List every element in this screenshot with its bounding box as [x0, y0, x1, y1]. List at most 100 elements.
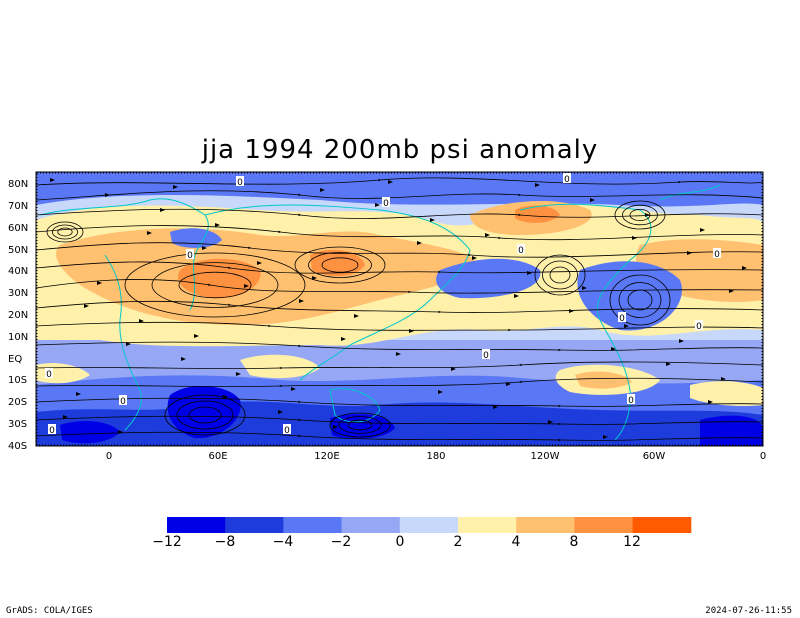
colorbar-swatch — [516, 517, 575, 533]
streamline-arrow — [244, 284, 249, 288]
streamline-arrow — [409, 329, 414, 333]
footer-credit: GrADS: COLA/IGES — [6, 606, 93, 616]
streamline-arrow — [312, 276, 317, 280]
streamline-arrow — [485, 233, 490, 237]
contour-label-bg — [482, 349, 490, 359]
lat-label-30n: 30N — [8, 288, 29, 299]
anomaly-area-yellow-sh-4 — [690, 381, 763, 407]
lat-label-eq: EQ — [8, 354, 23, 365]
streamline-arrow — [548, 420, 553, 424]
plot-frame-dotted — [36, 172, 763, 446]
colorbar-swatch — [458, 517, 517, 533]
streamline-arrow — [257, 261, 262, 265]
contour-label: 0 — [120, 397, 126, 407]
streamline-arrow — [50, 178, 55, 182]
streamline — [36, 341, 763, 352]
colorbar-swatch — [283, 517, 343, 533]
streamline-arrow — [278, 410, 283, 414]
streamline-arrow — [645, 213, 650, 217]
colorbar-label-minus4: −4 — [272, 534, 294, 550]
lat-label-20s: 20S — [8, 397, 28, 408]
streamline-gyre — [151, 262, 279, 308]
colorbar-label-minus8: −8 — [214, 534, 236, 550]
streamline-gyre — [614, 200, 666, 230]
streamline-arrow — [611, 347, 616, 351]
streamline-gyre — [622, 204, 658, 226]
streamline-arrow — [729, 289, 734, 293]
streamline — [36, 415, 763, 426]
lat-label-40n: 40N — [8, 266, 29, 277]
streamline-arrow — [624, 324, 629, 328]
colorbar-swatch — [574, 517, 634, 533]
lon-label-0-east: 0 — [759, 451, 767, 462]
streamline-arrow — [417, 241, 422, 245]
streamline-arrow — [375, 203, 380, 207]
contour-label-bg — [517, 244, 525, 254]
streamline-arrow — [126, 342, 131, 346]
contour-label: 0 — [187, 251, 193, 261]
streamline-arrow — [118, 430, 123, 434]
streamline — [36, 431, 763, 442]
contour-label: 0 — [714, 250, 720, 260]
streamline-arrow — [687, 251, 692, 255]
colorbar-label-0: 0 — [395, 534, 405, 550]
streamline-arrow — [76, 392, 81, 396]
streamline — [36, 321, 763, 332]
streamline-arrow — [708, 400, 713, 404]
streamline-arrow — [535, 183, 540, 187]
streamline-arrow — [700, 228, 705, 232]
streamline-arrow — [527, 271, 532, 275]
lat-label-50n: 50N — [8, 245, 29, 256]
lat-label-60n: 60N — [8, 223, 29, 234]
lon-label-0: 0 — [105, 451, 113, 462]
colorbar-swatch — [225, 517, 284, 533]
streamline-arrow — [181, 357, 186, 361]
streamline-arrow — [438, 390, 443, 394]
contour-label-bg — [236, 176, 244, 186]
contour-label: 0 — [46, 370, 52, 380]
contour-label: 0 — [483, 351, 489, 361]
colorbar-swatch — [632, 517, 692, 533]
streamline-gyre — [176, 400, 234, 430]
lon-label-60e: 60E — [208, 451, 228, 462]
streamline — [36, 190, 763, 201]
streamline-gyre — [294, 246, 386, 284]
colorbar-label-12: 12 — [623, 534, 641, 550]
streamline-arrow — [105, 193, 110, 197]
streamline — [36, 242, 763, 258]
contour-label-bg — [48, 424, 56, 434]
contour-label: 0 — [619, 314, 625, 324]
streamline-arrow — [97, 281, 102, 285]
streamline-gyre — [321, 257, 359, 273]
lat-label-80n: 80N — [8, 179, 29, 190]
streamline-arrow — [388, 180, 393, 184]
lat-label-10s: 10S — [8, 375, 28, 386]
map-title: jja 1994 200mb psi anomaly — [201, 135, 599, 165]
streamline-arrow — [430, 218, 435, 222]
streamline-arrow — [147, 231, 152, 235]
anomaly-area-blue-nh-1 — [436, 258, 541, 299]
streamline-arrow — [173, 185, 178, 189]
streamline-gyre — [46, 221, 84, 243]
streamline-gyre — [52, 224, 79, 240]
anomaly-area-dark-orange-3 — [515, 205, 560, 223]
footer-timestamp: 2024-07-26-11:55 — [705, 606, 792, 616]
streamline-arrow — [160, 208, 165, 212]
lat-label-30s: 30S — [8, 419, 28, 430]
streamline-arrow — [506, 382, 511, 386]
lon-label-120e: 120E — [314, 451, 340, 462]
streamline-arrow — [236, 372, 241, 376]
streamline-gyre — [618, 282, 662, 318]
streamline-gyre — [57, 227, 73, 237]
streamline-arrow — [333, 425, 338, 429]
lon-label-60w: 60W — [642, 451, 666, 462]
streamline-arrow — [84, 304, 89, 308]
streamline-arrow — [590, 198, 595, 202]
streamline-gyre — [164, 394, 246, 436]
streamline-gyre — [329, 412, 391, 438]
lon-label-120w: 120W — [530, 451, 560, 462]
contour-label-bg — [695, 320, 703, 330]
contour-label-bg — [563, 173, 571, 183]
contour-label-bg — [283, 424, 291, 434]
